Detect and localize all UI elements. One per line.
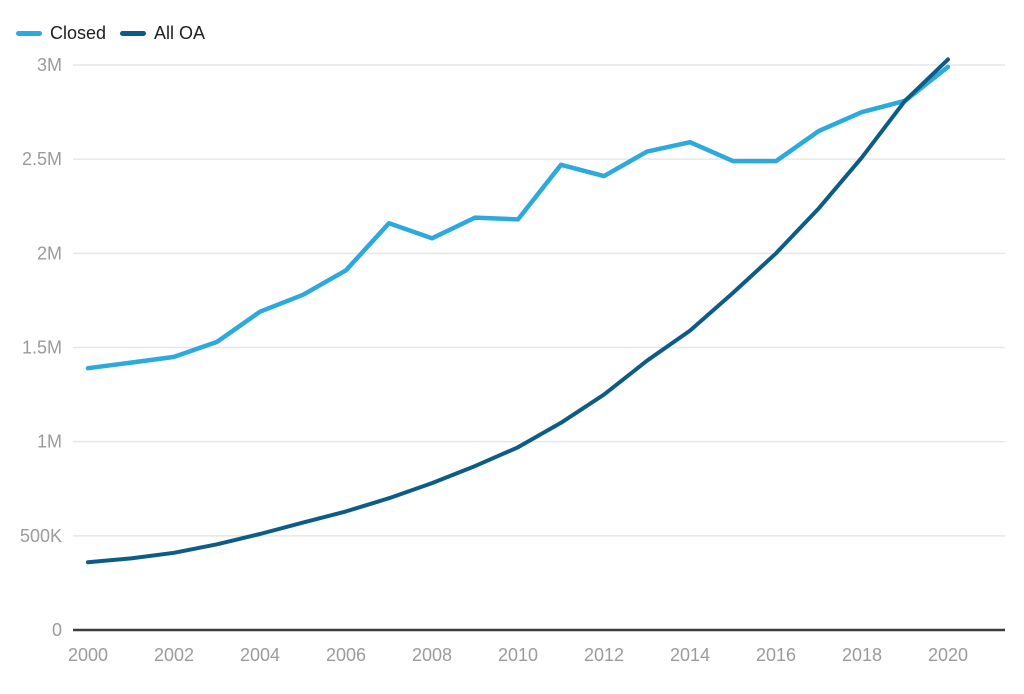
x-tick-label: 2006 [326,645,366,665]
y-tick-label: 0 [52,620,62,640]
x-tick-label: 2020 [928,645,968,665]
legend-item-closed: Closed [16,24,106,42]
x-tick-label: 2016 [756,645,796,665]
legend: Closed All OA [16,24,205,42]
x-tick-label: 2012 [584,645,624,665]
legend-item-all-oa: All OA [120,24,205,42]
y-tick-label: 1M [37,432,62,452]
legend-swatch-all-oa-icon [120,30,147,36]
y-tick-label: 500K [20,526,62,546]
x-tick-label: 2000 [68,645,108,665]
x-tick-label: 2018 [842,645,882,665]
x-tick-label: 2004 [240,645,280,665]
legend-label-all-oa: All OA [154,23,206,43]
y-tick-label: 1.5M [22,338,62,358]
x-tick-label: 2014 [670,645,710,665]
series-line-closed [85,64,951,371]
x-tick-label: 2010 [498,645,538,665]
y-tick-label: 3M [37,55,62,75]
x-tick-label: 2008 [412,645,452,665]
y-tick-label: 2.5M [22,149,62,169]
legend-swatch-closed-icon [16,30,42,36]
series-line-all-oa [86,57,950,565]
legend-label-closed: Closed [50,23,107,43]
y-tick-label: 2M [37,243,62,263]
x-tick-label: 2002 [154,645,194,665]
